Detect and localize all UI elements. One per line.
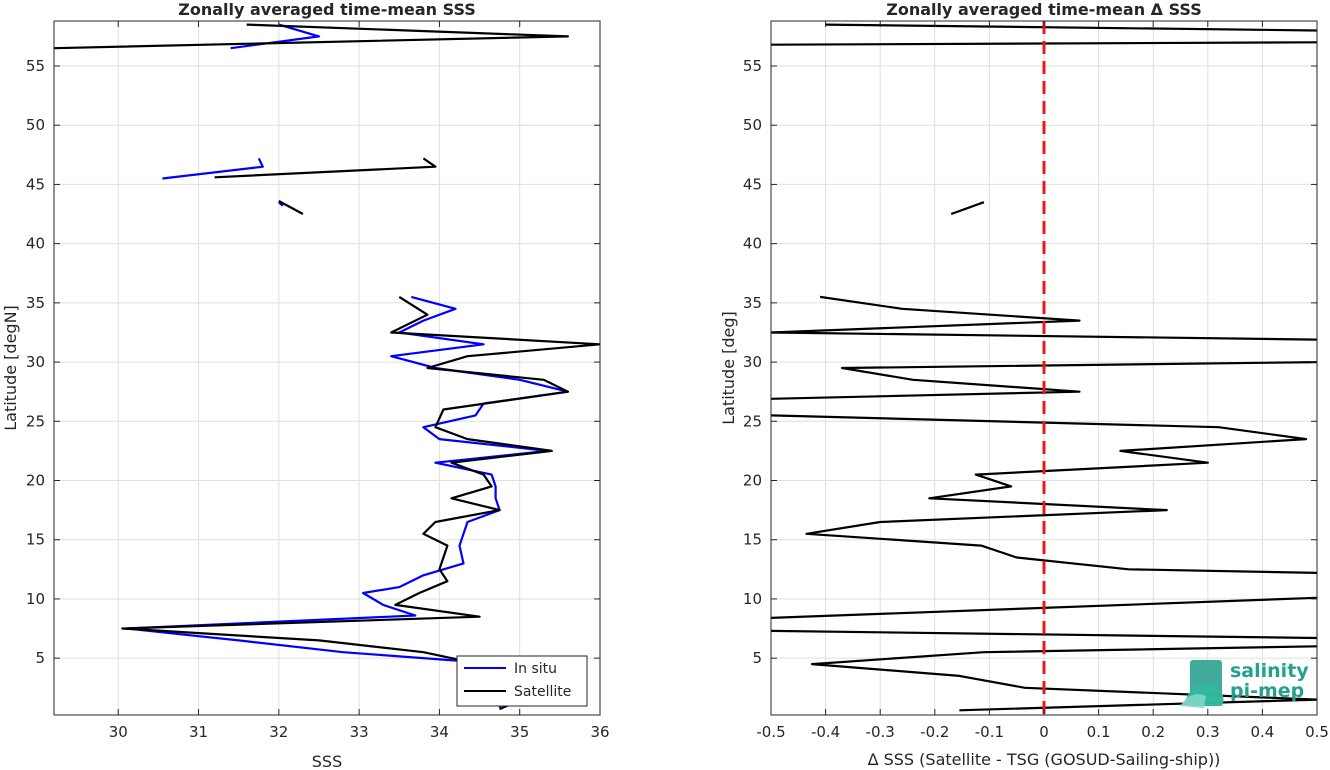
- chart-title-delta: Zonally averaged time-mean Δ SSS: [886, 0, 1202, 19]
- y-tick-label-delta: 25: [743, 412, 762, 430]
- y-tick-label-delta: 15: [743, 531, 762, 549]
- x-tick-label-delta: 0.2: [1141, 723, 1165, 741]
- series-line-delta-sss: [810, 645, 1317, 712]
- series-line-delta-sss: [771, 361, 1317, 400]
- x-tick-label-delta: -0.4: [811, 723, 840, 741]
- series-line-satellite: [278, 200, 304, 215]
- x-tick-label-sss: 33: [350, 723, 369, 741]
- series-line-delta-sss: [825, 23, 1317, 32]
- y-tick-label-sss: 15: [26, 531, 45, 549]
- x-tick-label-delta: 0.1: [1087, 723, 1111, 741]
- y-tick-label-sss: 35: [26, 294, 45, 312]
- y-tick-label-sss: 20: [26, 472, 45, 490]
- x-tick-label-delta: -0.3: [866, 723, 895, 741]
- y-tick-label-sss: 40: [26, 235, 45, 253]
- series-line-in-situ: [162, 157, 264, 180]
- x-tick-label-sss: 36: [590, 723, 609, 741]
- y-tick-label-sss: 45: [26, 175, 45, 193]
- series-line-in-situ: [278, 201, 284, 207]
- logo-line-2: pi-mep: [1230, 680, 1304, 702]
- x-axis-label-delta: Δ SSS (Satellite - TSG (GOSUD-Sailing-sh…: [868, 750, 1221, 769]
- grid-sss: [54, 21, 601, 715]
- series-group-sss: [54, 23, 600, 711]
- y-tick-label-sss: 25: [26, 412, 45, 430]
- legend: In situ Satellite: [456, 655, 588, 707]
- legend-box: [456, 655, 588, 707]
- series-line-delta-sss: [771, 629, 1317, 640]
- x-tick-label-delta: 0.5: [1305, 723, 1329, 741]
- y-axis-label-delta: Latitude [deg]: [719, 311, 738, 425]
- axes-box-sss: [53, 20, 601, 716]
- x-tick-label-sss: 32: [269, 723, 288, 741]
- series-line-satellite: [214, 157, 437, 179]
- x-tick-label-delta: -0.5: [756, 723, 785, 741]
- salinity-pi-mep-logo: salinity pi-mep: [1180, 660, 1309, 708]
- y-tick-label-delta: 5: [752, 649, 762, 667]
- x-tick-label-sss: 34: [430, 723, 449, 741]
- series-line-delta-sss: [771, 295, 1317, 341]
- y-tick-label-delta: 40: [743, 235, 762, 253]
- logo-line-1: salinity: [1230, 660, 1309, 682]
- panel-sss: 30 31 32 33 34 35 36 5 10 15 20 25 30 35 40 45 50 55 Zona…: [1, 0, 610, 770]
- ticks-delta: -0.5 -0.4 -0.3 -0.2 -0.1 0 0.1 0.2 0.3 0.4 0.5 5 10 1…: [743, 21, 1329, 741]
- x-tick-label-delta: 0.3: [1196, 723, 1220, 741]
- series-line-in-situ: [125, 295, 570, 709]
- y-tick-label-sss: 5: [35, 649, 45, 667]
- panel-delta-sss: -0.5 -0.4 -0.3 -0.2 -0.1 0 0.1 0.2 0.3 0.4 0.5 5 10 1…: [719, 0, 1329, 769]
- y-tick-label-delta: 35: [743, 294, 762, 312]
- chart-title-sss: Zonally averaged time-mean SSS: [178, 0, 476, 19]
- x-tick-label-sss: 31: [189, 723, 208, 741]
- y-tick-label-delta: 10: [743, 590, 762, 608]
- y-tick-label-sss: 55: [26, 57, 45, 75]
- y-tick-label-sss: 50: [26, 116, 45, 134]
- y-tick-label-delta: 55: [743, 57, 762, 75]
- x-tick-label-sss: 30: [109, 723, 128, 741]
- ticks-sss: 30 31 32 33 34 35 36 5 10 15 20 25 30 35 40 45 50 55: [26, 21, 610, 741]
- y-tick-label-sss: 30: [26, 353, 45, 371]
- x-tick-label-delta: -0.1: [975, 723, 1004, 741]
- y-tick-label-delta: 50: [743, 116, 762, 134]
- y-tick-label-sss: 10: [26, 590, 45, 608]
- y-tick-label-delta: 30: [743, 353, 762, 371]
- x-tick-label-delta: 0.4: [1250, 723, 1274, 741]
- y-axis-label-sss: Latitude [degN]: [1, 305, 20, 431]
- series-line-delta-sss: [771, 414, 1317, 574]
- legend-label-in-situ: In situ: [514, 661, 557, 677]
- x-tick-label-delta: 0: [1039, 723, 1049, 741]
- series-line-satellite: [121, 295, 600, 711]
- x-axis-label-sss: SSS: [312, 752, 342, 770]
- legend-label-satellite: Satellite: [514, 684, 571, 700]
- x-tick-label-sss: 35: [510, 723, 529, 741]
- y-tick-label-delta: 20: [743, 472, 762, 490]
- y-tick-label-delta: 45: [743, 175, 762, 193]
- series-line-satellite: [54, 23, 570, 50]
- x-tick-label-delta: -0.2: [920, 723, 949, 741]
- series-line-delta-sss: [950, 201, 985, 216]
- logo-wave-icon: [1180, 660, 1224, 708]
